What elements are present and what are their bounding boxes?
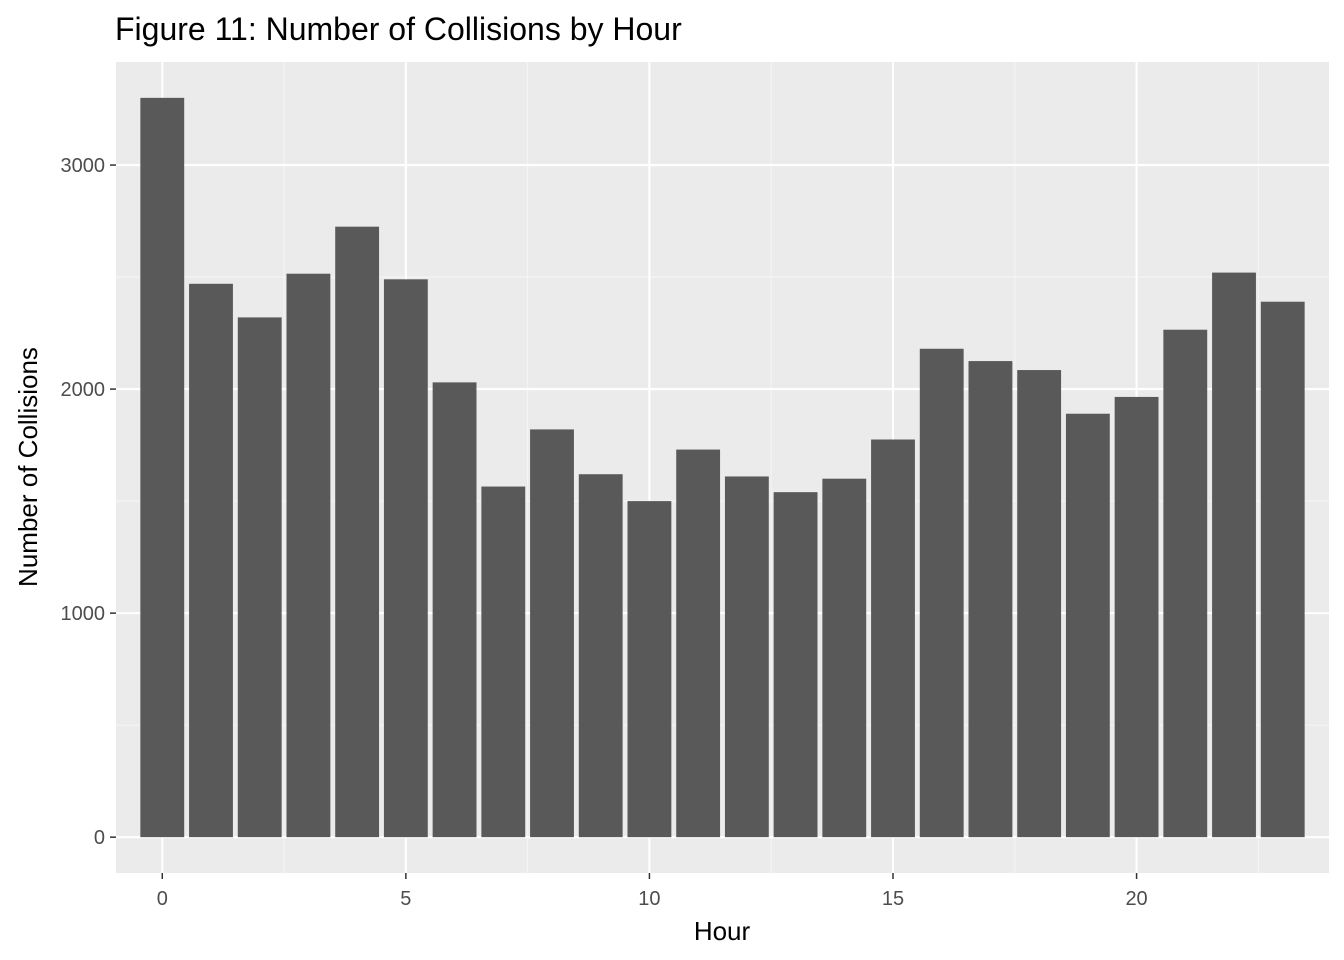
- bar-hour-14: [822, 478, 867, 838]
- bar-hour-7: [481, 486, 526, 838]
- bar-hour-19: [1065, 413, 1110, 838]
- bar-hour-1: [189, 283, 233, 838]
- bar-hour-23: [1260, 301, 1305, 838]
- y-tick-label: 0: [94, 827, 105, 849]
- bar-hour-9: [578, 474, 623, 838]
- bar-hour-12: [724, 476, 769, 838]
- bar-hour-22: [1212, 272, 1256, 838]
- bar-hour-21: [1163, 329, 1208, 838]
- bar-hour-11: [676, 449, 721, 838]
- bar-hour-2: [237, 317, 282, 838]
- bars: [140, 97, 1305, 838]
- bar-hour-6: [432, 382, 477, 838]
- x-axis-title: Hour: [694, 916, 751, 946]
- y-axis: 0 1000 2000 3000: [61, 155, 116, 849]
- x-tick-label: 20: [1125, 888, 1147, 910]
- bar-hour-3: [286, 273, 331, 838]
- bar-hour-15: [871, 439, 915, 838]
- bar-hour-8: [530, 429, 574, 838]
- bar-hour-4: [335, 226, 380, 838]
- chart-title: Figure 11: Number of Collisions by Hour: [115, 11, 682, 47]
- bar-hour-16: [919, 348, 964, 838]
- bar-hour-20: [1114, 396, 1159, 838]
- y-tick-label: 3000: [61, 155, 106, 177]
- x-axis: 0 5 10 15 20: [157, 873, 1148, 910]
- bar-hour-10: [627, 501, 672, 838]
- bar-hour-0: [140, 97, 185, 838]
- bar-hour-17: [968, 361, 1013, 838]
- bar-hour-5: [383, 279, 428, 838]
- bar-hour-13: [773, 492, 818, 838]
- bar-hour-18: [1017, 370, 1062, 838]
- x-tick-label: 5: [400, 888, 411, 910]
- y-axis-title: Number of Collisions: [13, 347, 43, 587]
- x-tick-label: 10: [638, 888, 660, 910]
- y-tick-label: 1000: [61, 603, 106, 625]
- y-tick-label: 2000: [61, 379, 106, 401]
- x-tick-label: 0: [157, 888, 168, 910]
- x-tick-label: 15: [882, 888, 904, 910]
